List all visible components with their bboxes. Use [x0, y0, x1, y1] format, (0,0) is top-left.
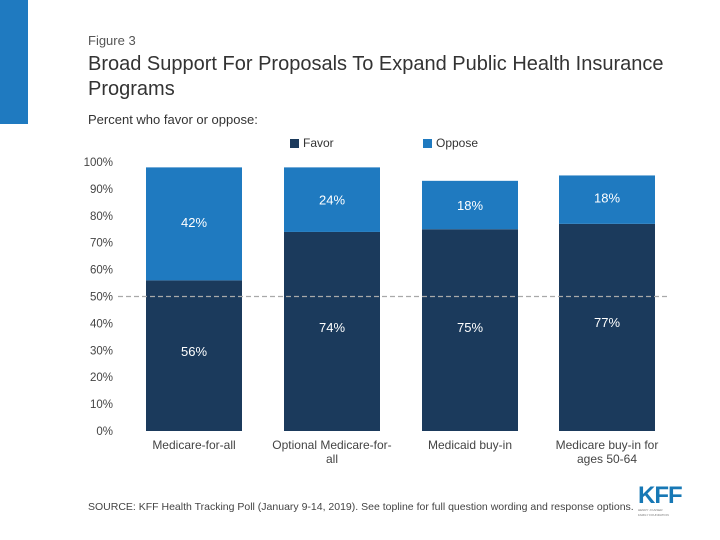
- bar-favor-2: [422, 229, 518, 431]
- kff-logo-text: KFF: [638, 482, 683, 509]
- kff-logo: KFF HENRY J KAISER FAMILY FOUNDATION: [638, 484, 684, 518]
- legend-oppose: Oppose: [423, 136, 478, 150]
- y-tick-label: 20%: [90, 372, 113, 384]
- legend-favor: Favor: [290, 136, 334, 150]
- legend-favor-swatch: [290, 138, 299, 148]
- y-tick-label: 100%: [84, 157, 113, 169]
- figure-label: Figure 3: [88, 33, 136, 48]
- legend-favor-label: Favor: [303, 136, 334, 150]
- x-category-label: all: [326, 452, 338, 466]
- x-category-label: Medicare-for-all: [152, 438, 235, 452]
- accent-triangle: [0, 0, 28, 124]
- y-tick-label: 70%: [90, 238, 113, 250]
- data-label-oppose-0: 42%: [181, 215, 207, 230]
- data-label-oppose-1: 24%: [319, 193, 345, 208]
- data-label-favor-1: 74%: [319, 320, 345, 335]
- data-label-oppose-2: 18%: [457, 198, 483, 213]
- kff-logo-tagline-2: FAMILY FOUNDATION: [638, 512, 669, 517]
- y-tick-label: 60%: [90, 265, 113, 277]
- y-tick-label: 50%: [90, 292, 113, 304]
- bar-oppose-2: [422, 180, 518, 230]
- bar-oppose-3: [559, 175, 655, 224]
- source-note: SOURCE: KFF Health Tracking Poll (Januar…: [88, 501, 634, 513]
- legend-oppose-swatch: [423, 138, 432, 148]
- y-tick-label: 0%: [96, 426, 113, 438]
- bar-favor-1: [284, 231, 380, 431]
- y-tick-label: 80%: [90, 211, 113, 223]
- data-label-favor-3: 77%: [594, 315, 620, 330]
- x-category-label: Medicaid buy-in: [428, 438, 512, 452]
- legend-oppose-label: Oppose: [436, 136, 479, 150]
- x-category-label: ages 50-64: [577, 452, 637, 466]
- kff-logo-tagline-1: HENRY J KAISER: [638, 508, 663, 512]
- data-label-favor-2: 75%: [457, 320, 483, 335]
- y-tick-label: 40%: [90, 318, 113, 330]
- y-tick-label: 10%: [90, 399, 113, 411]
- bar-oppose-1: [284, 167, 380, 232]
- data-label-favor-0: 56%: [181, 344, 207, 359]
- x-category-label: Optional Medicare-for-: [272, 438, 391, 452]
- bar-favor-3: [559, 223, 655, 431]
- y-tick-label: 30%: [90, 345, 113, 357]
- chart-title: Broad Support For Proposals To Expand Pu…: [88, 53, 664, 100]
- data-label-oppose-3: 18%: [594, 191, 620, 206]
- stacked-bar-chart: 0% 10% 20% 30% 40% 50% 60% 70% 80% 90% 100% 56% 42% 7…: [84, 157, 668, 466]
- y-tick-label: 90%: [90, 184, 113, 196]
- chart-subtitle: Percent who favor or oppose:: [88, 112, 258, 127]
- bar-oppose-0: [146, 167, 242, 281]
- bar-favor-0: [146, 280, 242, 431]
- x-category-label: Medicare buy-in for: [556, 438, 659, 452]
